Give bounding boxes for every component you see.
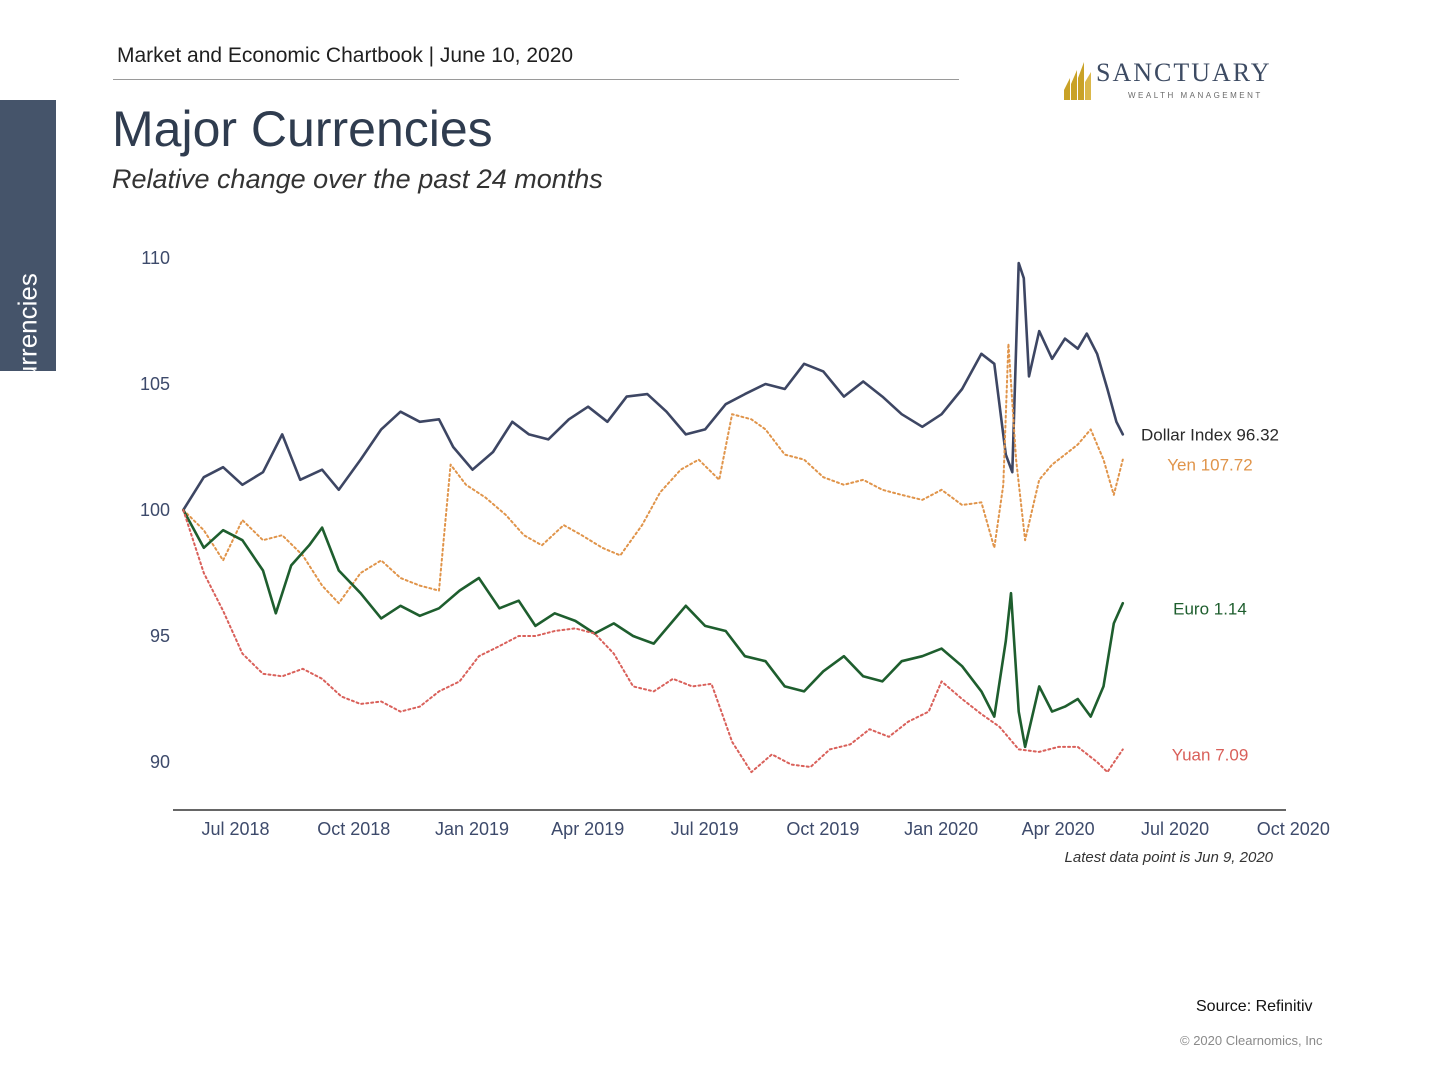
y-tick-label: 100 [140,500,170,520]
series-label: Dollar Index 96.32 [1141,425,1279,444]
x-tick-label: Apr 2020 [1022,819,1095,839]
page-subtitle: Relative change over the past 24 months [112,164,603,194]
header-divider [113,79,959,80]
x-tick-label: Jan 2019 [435,819,509,839]
x-tick-label: Apr 2019 [551,819,624,839]
series-layer [182,261,1125,774]
logo-mark-icon [1064,62,1091,100]
series-label: Yuan 7.09 [1172,745,1249,764]
series-line [182,342,1124,605]
copyright-note: © 2020 Clearnomics, Inc [1180,1033,1323,1048]
section-tab[interactable]: Currencies [0,100,56,399]
series-line [182,509,1124,774]
y-tick-label: 110 [141,248,170,268]
series-line [182,261,1125,512]
logo-tagline: WEALTH MANAGEMENT [1128,91,1263,100]
y-tick-label: 95 [150,626,170,646]
x-tick-label: Oct 2019 [786,819,859,839]
chart-note: Latest data point is Jun 9, 2020 [1065,849,1274,866]
x-tick-label: Jul 2018 [202,819,270,839]
y-tick-label: 105 [140,374,170,394]
y-tick-label: 90 [150,752,170,772]
series-line [182,508,1125,749]
x-tick-label: Oct 2020 [1257,819,1330,839]
series-label: Euro 1.14 [1173,599,1247,618]
y-axis-ticks: 90 95 100 105 110 [140,248,170,772]
series-label: Yen 107.72 [1167,456,1252,475]
x-tick-label: Jul 2019 [671,819,739,839]
brand-logo: SANCTUARY WEALTH MANAGEMENT [1062,58,1282,102]
report-header: Market and Economic Chartbook | June 10,… [117,44,574,67]
page-title: Major Currencies [112,101,493,157]
x-tick-label: Jan 2020 [904,819,978,839]
source-note: Source: Refinitiv [1196,998,1313,1015]
logo-wordmark: SANCTUARY [1096,58,1272,87]
x-axis-ticks: Jul 2018 Oct 2018 Jan 2019 Apr 2019 Jul 2019… [202,819,1330,839]
series-labels: Dollar Index 96.32 Yen 107.72 Euro 1.14 Yua… [1141,425,1279,764]
x-tick-label: Jul 2020 [1141,819,1209,839]
x-tick-label: Oct 2018 [317,819,390,839]
